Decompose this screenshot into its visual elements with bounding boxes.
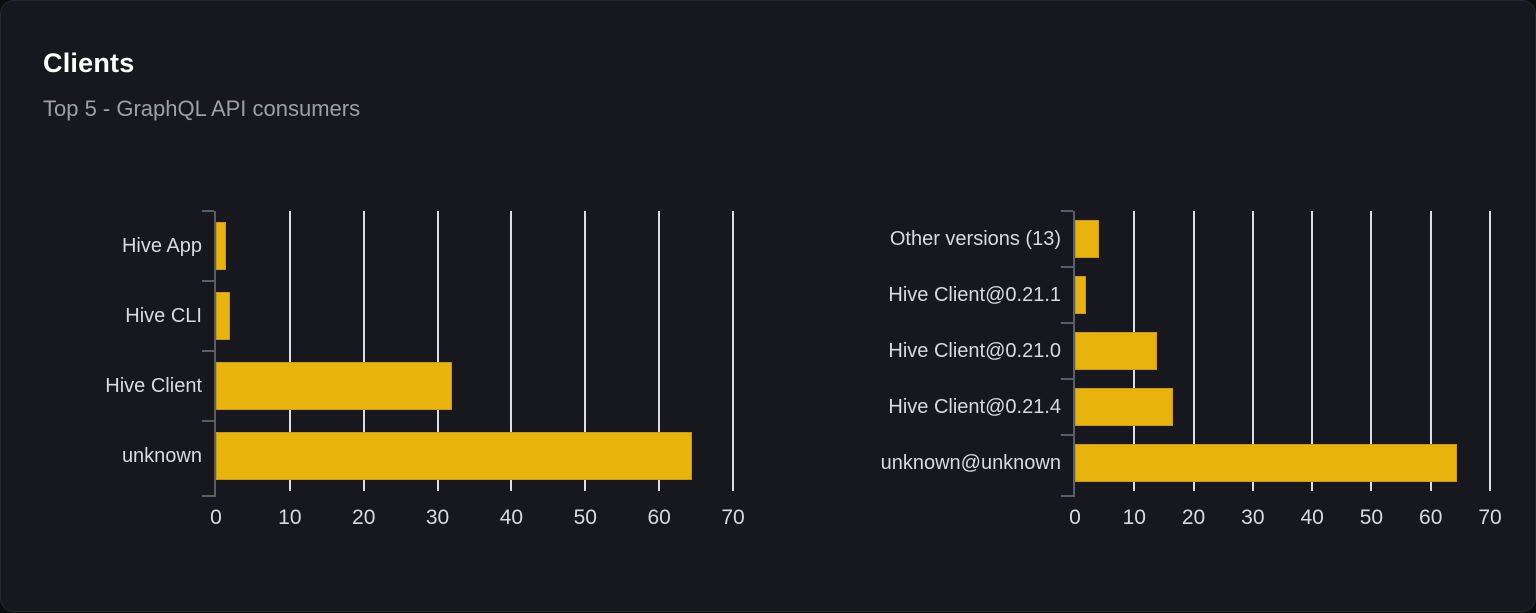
panel-subtitle: Top 5 - GraphQL API consumers (43, 96, 361, 121)
gridline (362, 211, 365, 491)
bar[interactable] (216, 222, 226, 270)
y-axis-tick (1061, 266, 1073, 268)
bar[interactable] (1075, 276, 1086, 314)
y-axis-tick (202, 420, 214, 422)
x-axis-tick-label: 50 (573, 506, 597, 529)
gridline (288, 211, 291, 491)
gridline (584, 211, 587, 491)
x-axis-tick-label: 40 (1300, 506, 1324, 529)
y-axis-tick (202, 210, 214, 212)
bar[interactable] (1075, 332, 1157, 370)
category-label: unknown (121, 445, 202, 467)
bar[interactable] (1075, 444, 1457, 482)
gridline (1251, 211, 1254, 491)
x-axis-tick-label: 60 (1419, 506, 1443, 529)
category-label: unknown@unknown (880, 452, 1061, 474)
x-axis-tick-label: 20 (1181, 506, 1206, 529)
gridline (436, 211, 439, 491)
x-axis-tick-label: 50 (1359, 506, 1384, 529)
x-axis-tick-label: 20 (352, 506, 376, 529)
x-axis-tick-label: 60 (647, 506, 671, 529)
gridline (510, 211, 513, 491)
x-axis-tick-label: 30 (1241, 506, 1265, 529)
x-axis-tick-label: 30 (425, 506, 450, 529)
gridline (1370, 211, 1373, 491)
x-axis-tick-label: 40 (499, 506, 524, 529)
y-axis-tick (202, 350, 214, 352)
y-axis-line (214, 211, 216, 497)
y-axis-tick (1061, 434, 1073, 436)
x-axis-tick-label: 70 (1478, 506, 1502, 529)
category-label: Hive Client@0.21.0 (888, 340, 1061, 362)
bar[interactable] (1075, 220, 1099, 258)
x-axis-tick-label: 70 (721, 506, 745, 529)
category-label: Hive CLI (125, 305, 202, 327)
y-axis-tick (202, 280, 214, 282)
x-axis-tick-label: 10 (278, 506, 302, 529)
x-axis-origin-tick (1061, 495, 1073, 497)
y-axis-tick (1061, 378, 1073, 380)
x-axis-tick-label: 0 (210, 506, 222, 529)
x-axis-tick-label: 10 (1122, 506, 1146, 529)
category-label: Hive Client@0.21.4 (888, 396, 1061, 418)
x-axis-tick-label: 0 (1069, 506, 1081, 529)
x-axis-origin-tick (202, 495, 214, 497)
gridline (1489, 211, 1491, 491)
category-label: Hive Client (105, 375, 202, 397)
bar[interactable] (1075, 388, 1173, 426)
category-label: Other versions (13) (889, 228, 1061, 250)
y-axis-line (1073, 211, 1075, 497)
category-label: Hive App (121, 235, 202, 257)
panel-title: Clients (43, 48, 135, 78)
y-axis-tick (1061, 322, 1073, 324)
gridline (1192, 211, 1195, 491)
y-axis-tick (1061, 210, 1073, 212)
gridline (1429, 211, 1432, 491)
gridline (658, 211, 661, 491)
category-label: Hive Client@0.21.1 (888, 284, 1061, 306)
gridline (1311, 211, 1314, 491)
bar[interactable] (216, 362, 452, 410)
bar[interactable] (216, 432, 692, 480)
bar[interactable] (216, 292, 230, 340)
gridline (732, 211, 734, 491)
